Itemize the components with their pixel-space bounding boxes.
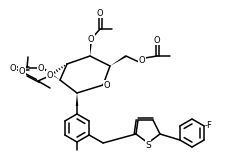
- Text: O: O: [139, 56, 145, 65]
- Text: O: O: [10, 63, 16, 72]
- Text: O: O: [154, 35, 160, 44]
- Text: O: O: [38, 63, 44, 72]
- Text: O: O: [88, 34, 94, 43]
- Polygon shape: [43, 68, 60, 80]
- Text: O: O: [104, 80, 110, 90]
- Text: -F: -F: [204, 122, 212, 131]
- Polygon shape: [110, 55, 126, 66]
- Text: S: S: [145, 141, 151, 150]
- Text: O: O: [19, 66, 25, 76]
- Polygon shape: [90, 42, 92, 56]
- Text: O: O: [47, 71, 53, 80]
- Polygon shape: [76, 93, 78, 106]
- Text: O: O: [97, 9, 103, 18]
